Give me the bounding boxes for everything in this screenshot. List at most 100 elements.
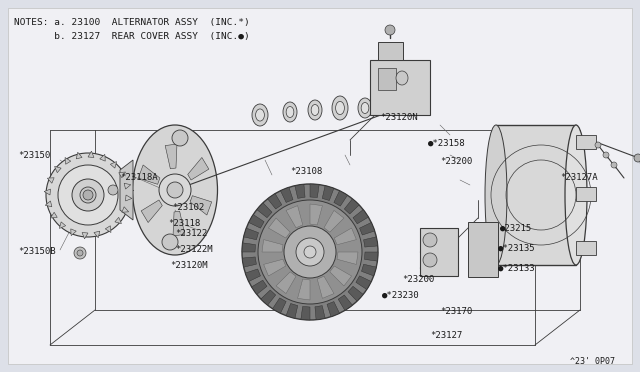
Polygon shape: [262, 240, 283, 252]
Polygon shape: [47, 178, 54, 183]
Circle shape: [242, 184, 378, 320]
Bar: [576, 241, 596, 255]
Polygon shape: [120, 160, 133, 220]
Polygon shape: [315, 306, 325, 320]
Circle shape: [46, 153, 130, 237]
Ellipse shape: [255, 109, 264, 121]
Polygon shape: [110, 161, 116, 168]
Text: *23150: *23150: [18, 151, 51, 160]
Circle shape: [296, 238, 324, 266]
Bar: [576, 187, 596, 201]
Bar: [576, 135, 596, 149]
Circle shape: [284, 226, 336, 278]
Polygon shape: [365, 252, 378, 261]
Polygon shape: [115, 217, 122, 224]
Polygon shape: [286, 304, 298, 318]
Circle shape: [167, 182, 183, 198]
Polygon shape: [44, 189, 51, 195]
Circle shape: [77, 250, 83, 256]
Polygon shape: [344, 199, 359, 214]
Circle shape: [74, 247, 86, 259]
Circle shape: [595, 142, 601, 148]
Text: *23170: *23170: [440, 308, 472, 317]
Polygon shape: [280, 187, 293, 202]
Ellipse shape: [396, 71, 408, 85]
Polygon shape: [60, 222, 66, 228]
Bar: [468, 222, 498, 277]
Polygon shape: [310, 184, 319, 198]
Text: *23122M: *23122M: [175, 246, 212, 254]
Polygon shape: [273, 298, 286, 313]
Bar: [496, 125, 576, 265]
Polygon shape: [243, 257, 257, 267]
Text: *23120M: *23120M: [170, 260, 207, 269]
Polygon shape: [356, 276, 371, 289]
Polygon shape: [348, 286, 363, 301]
Polygon shape: [362, 264, 376, 276]
Polygon shape: [82, 232, 88, 239]
Polygon shape: [124, 183, 131, 189]
Text: *23120N: *23120N: [380, 113, 418, 122]
Text: *23127: *23127: [430, 330, 462, 340]
Ellipse shape: [132, 125, 218, 255]
Text: b. 23127  REAR COVER ASSY  (INC.●): b. 23127 REAR COVER ASSY (INC.●): [14, 32, 250, 41]
Polygon shape: [76, 152, 82, 159]
Circle shape: [58, 165, 118, 225]
Text: *23150B: *23150B: [18, 247, 56, 257]
Text: ●*23133: ●*23133: [498, 263, 536, 273]
Polygon shape: [268, 193, 282, 209]
Polygon shape: [317, 276, 334, 298]
Polygon shape: [244, 228, 259, 240]
Circle shape: [385, 25, 395, 35]
Ellipse shape: [308, 100, 322, 120]
Circle shape: [603, 152, 609, 158]
Text: ●*23230: ●*23230: [382, 291, 420, 299]
Text: ●*23158: ●*23158: [428, 138, 466, 148]
Polygon shape: [245, 269, 260, 282]
Bar: [370, 60, 430, 115]
Polygon shape: [119, 172, 125, 178]
Text: *23118: *23118: [168, 218, 200, 228]
Ellipse shape: [252, 104, 268, 126]
Circle shape: [80, 187, 96, 203]
Polygon shape: [264, 259, 285, 276]
Polygon shape: [298, 279, 310, 300]
Circle shape: [611, 162, 617, 168]
Polygon shape: [337, 252, 358, 264]
Polygon shape: [353, 209, 369, 224]
Polygon shape: [51, 212, 57, 218]
Polygon shape: [141, 200, 163, 222]
Text: ●23215: ●23215: [500, 224, 532, 232]
Ellipse shape: [311, 105, 319, 115]
Polygon shape: [188, 157, 209, 180]
Text: *23108: *23108: [290, 167, 323, 176]
Ellipse shape: [565, 125, 587, 265]
Polygon shape: [165, 144, 177, 169]
Polygon shape: [105, 226, 111, 232]
Polygon shape: [45, 201, 52, 207]
Polygon shape: [327, 302, 339, 317]
Polygon shape: [301, 307, 310, 320]
Text: *23102: *23102: [172, 203, 204, 212]
Polygon shape: [71, 229, 76, 235]
Ellipse shape: [283, 102, 297, 122]
Bar: [378, 42, 403, 60]
Bar: [420, 228, 458, 276]
Polygon shape: [334, 191, 348, 206]
Polygon shape: [338, 295, 353, 310]
Polygon shape: [276, 272, 296, 294]
Ellipse shape: [361, 103, 369, 113]
Bar: [378, 68, 396, 90]
Text: *23200: *23200: [440, 157, 472, 167]
Polygon shape: [322, 186, 334, 201]
Polygon shape: [330, 266, 351, 286]
Text: *23127A: *23127A: [560, 173, 598, 183]
Circle shape: [343, 242, 353, 252]
Polygon shape: [295, 184, 305, 198]
Polygon shape: [261, 290, 276, 305]
Circle shape: [72, 179, 104, 211]
Ellipse shape: [286, 106, 294, 118]
Text: *23122: *23122: [175, 230, 207, 238]
Text: *23118A: *23118A: [120, 173, 157, 183]
Polygon shape: [100, 154, 105, 161]
